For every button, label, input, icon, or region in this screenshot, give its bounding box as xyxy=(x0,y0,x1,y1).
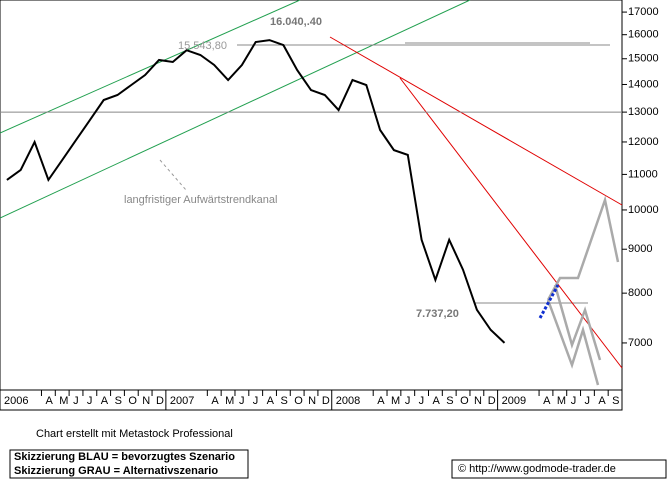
x-tick-label: 2009 xyxy=(502,395,526,407)
annotation-pointer xyxy=(159,159,187,191)
legend-box xyxy=(9,449,249,479)
x-tick-label: O xyxy=(128,395,137,407)
x-tick-label: S xyxy=(612,395,619,407)
y-tick-label: 11000 xyxy=(628,168,658,180)
x-tick-label: S xyxy=(115,395,122,407)
y-tick-label: 17000 xyxy=(628,6,659,18)
y-tick-label: 14000 xyxy=(628,78,659,90)
x-tick-label: D xyxy=(488,395,496,407)
y-tick-label: 12000 xyxy=(628,136,659,148)
plot-frame xyxy=(0,0,623,391)
x-tick-label: A xyxy=(598,395,606,407)
copyright-box xyxy=(451,459,667,479)
x-tick-label: J xyxy=(405,395,411,407)
x-tick-label: 2007 xyxy=(170,395,194,407)
x-tick-label: M xyxy=(59,395,68,407)
x-tick-label: N xyxy=(474,395,482,407)
y-tick-label: 15000 xyxy=(628,53,659,65)
x-tick-label: A xyxy=(211,395,219,407)
downtrend-line xyxy=(399,77,623,369)
x-tick-label: S xyxy=(280,395,287,407)
price-line xyxy=(6,39,506,344)
y-tick-label: 10000 xyxy=(628,204,659,216)
x-tick-label: 2006 xyxy=(4,395,28,407)
x-tick-label: J xyxy=(239,395,245,407)
y-tick-label: 16000 xyxy=(628,29,659,41)
x-tick-label: 2008 xyxy=(336,395,360,407)
x-tick-label: O xyxy=(460,395,469,407)
x-tick-label: A xyxy=(432,395,440,407)
y-tick-label: 7000 xyxy=(628,337,652,349)
x-tick-label: O xyxy=(294,395,303,407)
y-tick-label: 9000 xyxy=(628,243,652,255)
legend-entry: Skizzierung BLAU = bevorzugtes Szenario xyxy=(14,451,235,463)
x-tick-label: A xyxy=(101,395,109,407)
annotation: 16.040,.40 xyxy=(270,16,322,28)
trend-channel-upper xyxy=(0,0,301,134)
x-tick-label: D xyxy=(156,395,164,407)
trend-channel-lower xyxy=(0,0,471,219)
y-tick-label: 13000 xyxy=(628,106,659,118)
scenario-gray xyxy=(553,284,602,361)
x-tick-label: M xyxy=(391,395,400,407)
x-tick-label: A xyxy=(377,395,385,407)
downtrend-line xyxy=(329,36,623,206)
x-tick-label: M xyxy=(225,395,234,407)
x-tick-label: A xyxy=(543,395,551,407)
x-tick-label: J xyxy=(585,395,591,407)
x-tick-label: J xyxy=(571,395,577,407)
scenario-blue xyxy=(538,284,560,319)
annotation: langfristiger Aufwärtstrendkanal xyxy=(124,194,277,206)
y-tick-label: 8000 xyxy=(628,287,652,299)
x-tick-label: N xyxy=(308,395,316,407)
annotation: 7.737,20 xyxy=(416,308,459,320)
x-tick-label: J xyxy=(87,395,93,407)
x-tick-label: D xyxy=(322,395,330,407)
x-tick-label: N xyxy=(142,395,150,407)
scenario-gray xyxy=(546,299,600,386)
x-tick-label: S xyxy=(446,395,453,407)
x-tick-label: A xyxy=(267,395,275,407)
legend-entry: Skizzierung GRAU = Alternativszenario xyxy=(14,465,218,477)
x-tick-label: J xyxy=(253,395,258,407)
x-tick-label: A xyxy=(45,395,53,407)
x-tick-label: M xyxy=(557,395,566,407)
annotation: 15.543,80 xyxy=(178,40,227,52)
footer: Chart erstellt mit Metastock Professiona… xyxy=(36,428,233,440)
x-tick-label: J xyxy=(73,395,79,407)
x-axis-strip xyxy=(0,389,623,411)
x-tick-label: J xyxy=(419,395,425,407)
copyright: © http://www.godmode-trader.de xyxy=(458,463,616,475)
